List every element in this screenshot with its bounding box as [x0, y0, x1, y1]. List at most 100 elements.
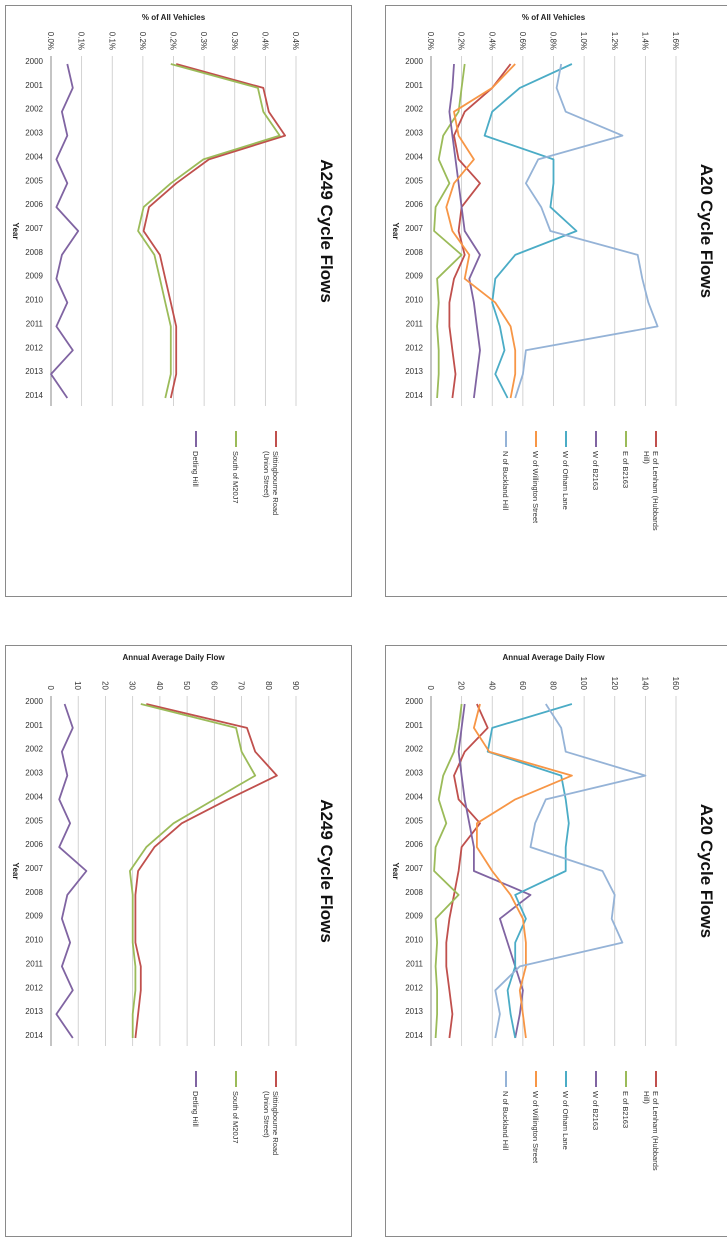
legend-label: E of B2163	[621, 1091, 630, 1128]
y-tick-label: 1.4%	[640, 32, 649, 50]
x-tick-label: 2012	[25, 983, 43, 992]
legend-label: W of Otham Lane	[561, 451, 570, 510]
legend-label: W of Willington Street	[531, 451, 540, 524]
y-tick-label: 1.2%	[610, 32, 619, 50]
series-line	[142, 63, 286, 399]
y-tick-label: 20	[457, 681, 466, 690]
x-tick-label: 2009	[405, 272, 423, 281]
y-tick-label: 1.6%	[671, 32, 680, 50]
y-tick-label: 10	[73, 681, 82, 690]
x-tick-label: 2006	[25, 200, 43, 209]
x-tick-label: 2004	[405, 152, 423, 161]
x-tick-label: 2001	[405, 81, 423, 90]
x-axis-label: Year	[391, 863, 400, 880]
series-line	[457, 703, 532, 1039]
x-tick-label: 2010	[25, 936, 43, 945]
x-tick-label: 2006	[405, 840, 423, 849]
series-line	[128, 703, 257, 1038]
x-tick-label: 2007	[405, 864, 423, 873]
series-line	[433, 63, 466, 399]
x-tick-label: 2003	[405, 769, 423, 778]
series-line	[134, 703, 278, 1039]
legend-label: E of B2163	[621, 451, 630, 488]
y-tick-label: 0.2%	[169, 32, 178, 50]
y-axis-label: Annual Average Daily Flow	[122, 653, 225, 662]
chart-rotated-group: A249 Cycle Flows 0 10 20 30 40 50 60 70 80 90 2000 2…	[11, 653, 336, 1155]
x-tick-label: 2008	[25, 888, 43, 897]
y-tick-label: 1.0%	[579, 32, 588, 50]
chart-title: A20 Cycle Flows	[697, 164, 716, 298]
legend-label: W of B2163	[591, 451, 600, 490]
chart-rotated-group: A20 Cycle Flows 0.0% 0.2% 0.4% 0.6% 0.8% 1.0% 1…	[391, 13, 716, 531]
x-tick-label: 2000	[405, 697, 423, 706]
x-tick-label: 2013	[25, 1007, 43, 1016]
y-tick-label: 0.4%	[260, 32, 269, 50]
legend-label: E of Lenham (HubbardsHill)	[642, 1091, 660, 1171]
x-tick-label: 2011	[26, 959, 44, 968]
x-tick-label: 2012	[25, 343, 43, 352]
x-tick-label: 2005	[405, 816, 423, 825]
x-axis-label: Year	[11, 863, 20, 880]
x-tick-label: 2005	[405, 176, 423, 185]
x-tick-label: 2003	[25, 769, 43, 778]
x-tick-label: 2006	[405, 200, 423, 209]
chart-panel-a20-flow: A20 Cycle Flows 0 20 40 60 80 100 120 140 160 2000…	[385, 645, 727, 1237]
chart-a249-flow: A249 Cycle Flows 0 10 20 30 40 50 60 70 80 90 2000 2…	[11, 653, 336, 1155]
x-tick-label: 2005	[25, 816, 43, 825]
x-tick-label: 2001	[25, 81, 43, 90]
x-tick-label: 2014	[405, 391, 423, 400]
legend-label: N of Buckland Hill	[501, 1091, 510, 1151]
y-tick-label: 0.4%	[487, 32, 496, 50]
y-tick-label: 0.8%	[549, 32, 558, 50]
legend-label: Detling Hill	[191, 451, 200, 487]
series-line	[433, 703, 463, 1039]
y-tick-label: 0.3%	[230, 32, 239, 50]
x-tick-label: 2008	[405, 888, 423, 897]
legend-label: Sittingbourne Road(Union Street)	[262, 451, 280, 515]
y-tick-label: 0.1%	[77, 32, 86, 50]
x-axis-label: Year	[11, 223, 20, 240]
x-tick-label: 2007	[25, 224, 43, 233]
y-tick-label: 50	[182, 681, 191, 690]
x-tick-label: 2004	[405, 792, 423, 801]
series-line	[494, 703, 647, 1039]
chart-title: A249 Cycle Flows	[317, 159, 336, 303]
y-tick-label: 70	[237, 681, 246, 690]
y-tick-label: 80	[549, 681, 558, 690]
y-tick-label: 0	[46, 686, 55, 691]
x-tick-label: 2009	[25, 272, 43, 281]
x-tick-label: 2013	[405, 367, 423, 376]
y-tick-label: 30	[128, 681, 137, 690]
chart-rotated-group: A20 Cycle Flows 0 20 40 60 80 100 120 140 160 2000…	[391, 653, 716, 1171]
series-line	[448, 63, 512, 399]
y-tick-label: 0.0%	[426, 32, 435, 50]
x-tick-label: 2002	[405, 745, 423, 754]
series-line	[445, 703, 489, 1039]
x-tick-label: 2003	[25, 129, 43, 138]
x-tick-label: 2012	[405, 983, 423, 992]
series-line	[483, 63, 578, 399]
legend-label: Sittingbourne Road(Union Street)	[262, 1091, 280, 1155]
series-line	[445, 63, 517, 399]
legend-label: E of Lenham (HubbardsHill)	[642, 451, 660, 531]
x-tick-label: 2004	[25, 792, 43, 801]
y-tick-label: 40	[487, 681, 496, 690]
series-line	[514, 63, 659, 399]
legend-label: W of Willington Street	[531, 1091, 540, 1164]
x-tick-label: 2009	[405, 912, 423, 921]
y-tick-label: 0.1%	[107, 32, 116, 50]
x-tick-label: 2014	[25, 391, 43, 400]
legend-label: N of Buckland Hill	[501, 451, 510, 511]
x-tick-label: 2014	[25, 1031, 43, 1040]
x-tick-label: 2008	[25, 248, 43, 257]
x-tick-label: 2000	[405, 57, 423, 66]
y-tick-label: 0.6%	[518, 32, 527, 50]
legend-label: W of B2163	[591, 1091, 600, 1130]
x-tick-label: 2002	[25, 105, 43, 114]
y-tick-label: 0.2%	[457, 32, 466, 50]
x-tick-label: 2010	[25, 296, 43, 305]
x-tick-label: 2000	[25, 57, 43, 66]
y-tick-label: 20	[100, 681, 109, 690]
y-tick-label: 80	[264, 681, 273, 690]
x-tick-label: 2001	[405, 721, 423, 730]
